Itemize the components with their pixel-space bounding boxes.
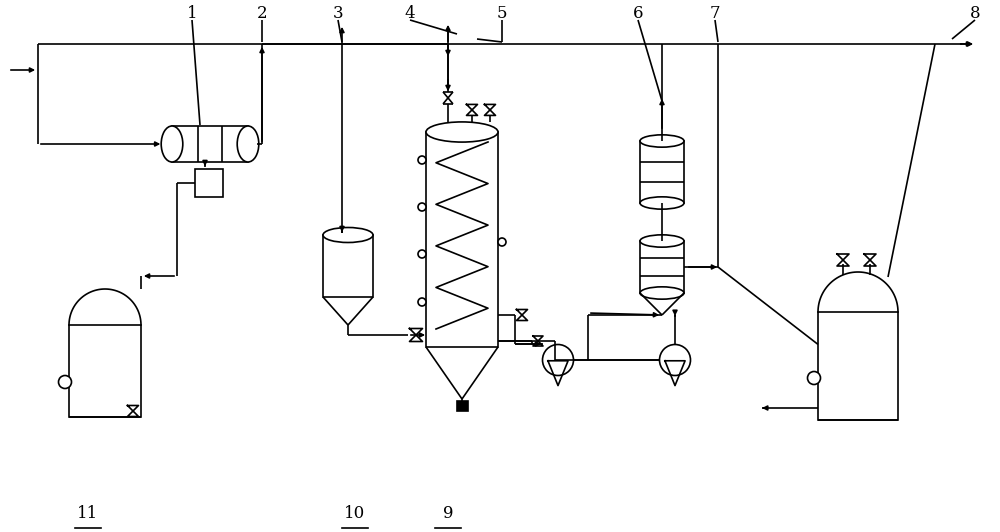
Text: 2: 2 [257,5,267,22]
Bar [457,401,468,411]
Text: 1: 1 [187,5,197,22]
Text: 10: 10 [344,505,366,522]
Bar [172,126,248,162]
Text: 5: 5 [497,5,507,22]
Ellipse shape [161,126,183,162]
Text: 8: 8 [970,5,980,22]
Bar [818,312,898,420]
Bar [640,141,684,203]
Text: 6: 6 [633,5,643,22]
Circle shape [660,345,690,376]
Bar [195,169,223,197]
Text: 3: 3 [333,5,343,22]
Bar [426,132,498,347]
Circle shape [418,203,426,211]
Circle shape [418,250,426,258]
Ellipse shape [323,228,373,243]
Circle shape [542,345,574,376]
Text: 7: 7 [710,5,720,22]
Text: 11: 11 [77,505,99,522]
Ellipse shape [640,235,684,247]
Text: 4: 4 [405,5,415,22]
Text: 9: 9 [443,505,453,522]
Ellipse shape [426,122,498,142]
Circle shape [418,298,426,306]
Ellipse shape [640,287,684,299]
Ellipse shape [640,197,684,209]
Bar [640,241,684,293]
Ellipse shape [237,126,259,162]
Circle shape [808,371,820,385]
Ellipse shape [640,135,684,147]
Circle shape [498,238,506,246]
Bar [69,325,141,417]
Bar [323,235,373,297]
Circle shape [58,376,72,388]
Circle shape [418,156,426,164]
